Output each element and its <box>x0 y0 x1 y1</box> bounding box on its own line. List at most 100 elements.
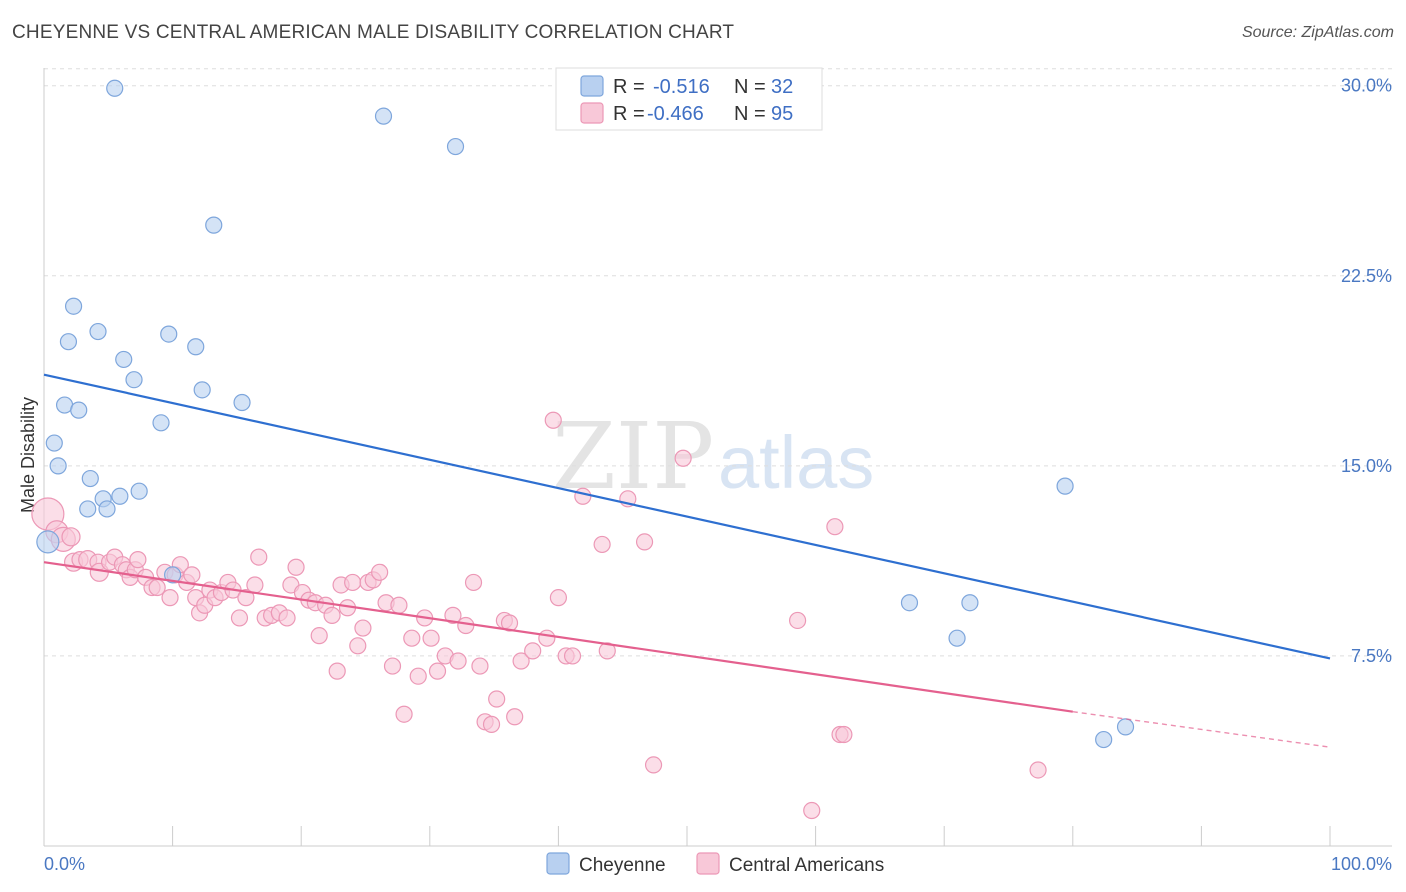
central-americans-point <box>593 535 611 554</box>
cheyenne-point <box>81 469 99 488</box>
central-americans-point <box>161 589 179 607</box>
central-americans-point <box>803 801 821 820</box>
cheyenne-point <box>187 338 205 356</box>
central-americans-point <box>278 609 296 627</box>
y-tick-label: 15.0% <box>1341 456 1392 476</box>
cheyenne-point <box>446 137 465 156</box>
central-americans-point <box>524 642 542 660</box>
cheyenne-point <box>233 393 251 412</box>
central-americans-point <box>428 662 447 680</box>
central-americans-point <box>538 629 556 647</box>
central-americans-point <box>835 725 853 744</box>
cheyenne-point <box>205 216 223 234</box>
cheyenne-point <box>45 434 63 452</box>
central-americans-point <box>129 551 147 569</box>
central-americans-point <box>328 662 346 680</box>
central-americans-point <box>395 705 413 723</box>
cheyenne-point <box>164 566 182 584</box>
central-americans-point <box>598 642 616 660</box>
cheyenne-point <box>59 333 78 351</box>
cheyenne-point <box>130 482 148 500</box>
watermark: ZIP atlas <box>552 403 874 510</box>
central-americans-point <box>471 657 489 675</box>
legend-r-label-cheyenne: R = <box>613 76 645 98</box>
y-tick-label: 22.5% <box>1341 266 1392 286</box>
source-label: Source: ZipAtlas.com <box>1241 24 1394 41</box>
central-americans-point <box>512 652 530 670</box>
cheyenne-point <box>125 371 143 389</box>
cheyenne-points <box>36 79 1135 749</box>
y-axis-title: Male Disability <box>18 397 38 513</box>
cheyenne-point <box>374 107 393 125</box>
cheyenne-point <box>961 594 979 612</box>
bottom-legend-swatch-cheyenne <box>546 852 570 875</box>
central-americans-point <box>409 667 427 685</box>
central-americans-point <box>488 690 506 708</box>
central-americans-point <box>61 527 81 547</box>
legend-n-value-central: 95 <box>771 103 793 125</box>
cheyenne-point <box>193 381 211 399</box>
legend-n-label-cheyenne: N = <box>734 76 766 98</box>
cheyenne-point <box>106 79 124 97</box>
cheyenne-point <box>111 487 129 505</box>
cheyenne-point <box>1095 730 1113 749</box>
central-americans-point <box>544 411 562 429</box>
central-americans-point <box>563 647 582 665</box>
central-americans-point <box>464 573 483 592</box>
central-americans-point <box>674 449 692 467</box>
cheyenne-point <box>152 414 170 432</box>
cheyenne-point <box>79 500 97 518</box>
central-americans-points <box>31 411 1047 820</box>
legend-swatch-central <box>580 102 604 124</box>
gridlines <box>44 68 1392 657</box>
central-americans-point <box>344 573 362 592</box>
central-americans-point <box>788 611 807 630</box>
central-americans-point <box>287 558 305 576</box>
legend-swatch-cheyenne <box>580 75 604 97</box>
central-americans-point <box>635 533 654 551</box>
legend-r-label-central: R = <box>613 103 645 125</box>
central-americans-point <box>500 614 519 632</box>
central-americans-point <box>371 563 389 581</box>
legend-r-value-central: -0.466 <box>647 103 704 125</box>
central-americans-point <box>449 652 467 670</box>
central-americans-point <box>506 708 524 726</box>
x-tick-label-max: 100.0% <box>1331 854 1392 874</box>
central-americans-point <box>482 715 501 733</box>
cheyenne-point <box>98 500 116 518</box>
central-americans-point <box>354 619 372 637</box>
x-tick-label-min: 0.0% <box>44 854 85 874</box>
cheyenne-point <box>64 297 83 315</box>
central-americans-point <box>310 627 328 645</box>
bottom-legend-cheyenne: Cheyenne <box>579 855 666 876</box>
bottom-legend: Cheyenne Central Americans <box>546 852 884 876</box>
legend-r-value-cheyenne: -0.516 <box>653 76 710 98</box>
cheyenne-point <box>49 457 67 475</box>
cheyenne-point <box>1056 477 1074 495</box>
central-americans-point <box>349 637 367 655</box>
central-americans-point <box>574 487 592 505</box>
cheyenne-trend-line <box>43 373 1331 660</box>
central-americans-point <box>457 616 475 635</box>
watermark-atlas: atlas <box>718 421 874 504</box>
y-tick-labels: 7.5% 15.0% 22.5% 30.0% <box>1341 76 1392 666</box>
central-americans-point <box>246 576 264 594</box>
cheyenne-point <box>70 401 88 419</box>
central-americans-point <box>403 629 421 647</box>
central-americans-point <box>390 596 408 614</box>
cheyenne-point <box>1116 718 1135 736</box>
legend-n-label-central: N = <box>734 103 766 125</box>
cheyenne-point <box>89 322 107 341</box>
central-americans-point <box>549 589 568 607</box>
central-americans-point <box>444 606 462 624</box>
central-americans-point <box>826 518 844 536</box>
axes <box>43 68 1392 847</box>
x-tick-labels: 0.0% 100.0% <box>44 854 1392 874</box>
central-americans-point <box>230 609 249 627</box>
central-americans-point <box>183 566 201 584</box>
central-americans-trend-extension <box>1072 710 1331 748</box>
central-americans-point <box>237 589 255 607</box>
legend-n-value-cheyenne: 32 <box>771 76 793 98</box>
cheyenne-point <box>115 350 133 369</box>
